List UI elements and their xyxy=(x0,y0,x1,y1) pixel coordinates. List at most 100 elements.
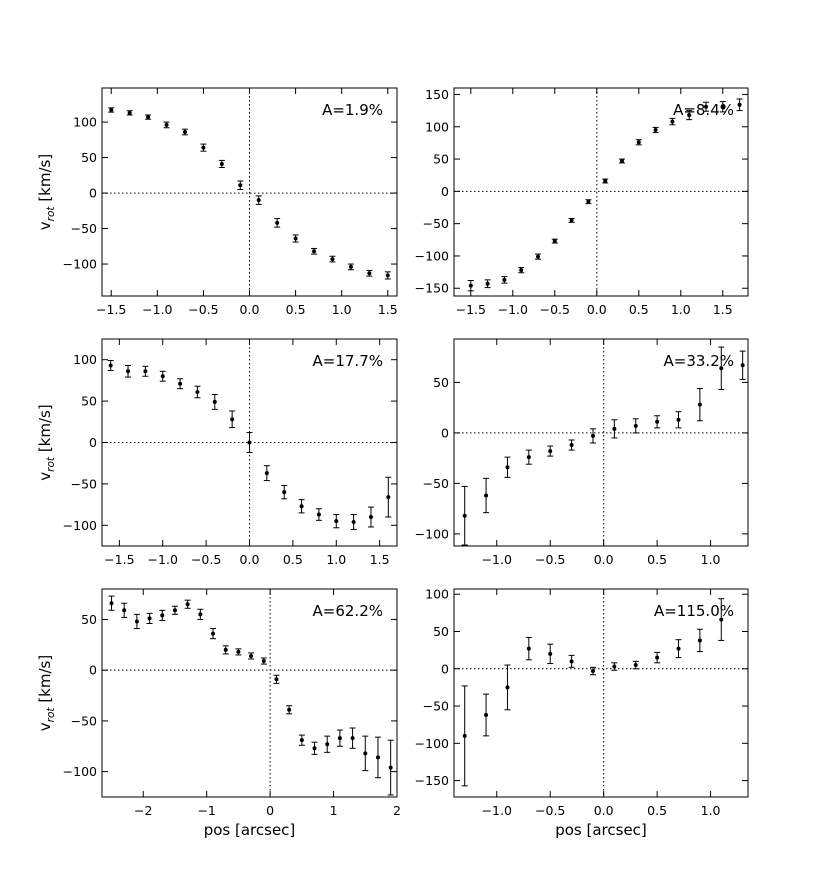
data-point xyxy=(686,110,693,121)
data-marker xyxy=(178,381,183,386)
data-point xyxy=(568,654,575,668)
data-point xyxy=(387,739,394,796)
y-tick-label: −100 xyxy=(63,518,97,533)
data-marker xyxy=(484,493,489,498)
plot-frame xyxy=(101,87,398,297)
data-marker xyxy=(485,281,490,286)
plot-frame xyxy=(453,588,749,798)
data-point xyxy=(362,735,369,772)
data-point xyxy=(632,660,639,670)
data-point xyxy=(281,485,288,500)
data-point xyxy=(229,410,236,429)
data-point xyxy=(246,432,253,453)
y-tick-label: −100 xyxy=(415,736,449,751)
y-tick-label: −50 xyxy=(423,216,449,231)
data-marker xyxy=(676,646,681,651)
data-marker xyxy=(569,659,574,664)
data-marker xyxy=(385,273,390,278)
data-marker xyxy=(316,512,321,517)
data-marker xyxy=(633,423,638,428)
data-point xyxy=(218,159,225,169)
data-marker xyxy=(468,283,473,288)
data-point xyxy=(286,705,293,715)
y-tick-label: 0 xyxy=(441,184,449,199)
data-marker xyxy=(299,738,304,743)
x-tick-label: −1.0 xyxy=(498,302,528,317)
data-point xyxy=(235,648,242,656)
x-tick-label: 0.0 xyxy=(594,552,614,567)
data-point xyxy=(602,178,609,184)
data-point xyxy=(703,101,709,112)
data-marker xyxy=(185,602,190,607)
data-point xyxy=(461,485,468,546)
data-point xyxy=(333,514,340,529)
data-marker xyxy=(334,519,339,524)
plot-frame xyxy=(453,338,749,547)
x-tick-label: −1.0 xyxy=(482,803,512,818)
data-marker xyxy=(172,608,177,613)
y-tick-label: 100 xyxy=(73,352,97,367)
x-tick-label: −1.0 xyxy=(142,302,172,317)
data-point xyxy=(350,514,357,530)
amplitude-annotation: A=17.7% xyxy=(313,352,383,370)
data-marker xyxy=(182,130,187,135)
data-marker xyxy=(388,765,393,770)
x-axis-label: pos [arcsec] xyxy=(555,821,647,839)
plot-frame xyxy=(101,588,398,798)
data-marker xyxy=(697,638,702,643)
data-point xyxy=(274,218,281,228)
data-marker xyxy=(146,115,151,120)
data-marker xyxy=(230,417,235,422)
data-point xyxy=(126,110,133,116)
y-tick-label: 0 xyxy=(441,425,449,440)
y-tick-label: −50 xyxy=(71,221,97,236)
panel-5: −2 −1 0 1 2 −100 −50 0 50 A=62.2% vrot [km/s] pos [… xyxy=(36,588,401,839)
data-marker xyxy=(633,663,638,668)
data-point xyxy=(146,612,153,624)
x-tick-label: −0.5 xyxy=(188,302,218,317)
x-tick-label: 2 xyxy=(393,803,401,818)
data-marker xyxy=(134,619,139,624)
panel-4: −1.0 −0.5 0.0 0.5 1.0 −100 −50 0 50 A=33.2% xyxy=(415,338,749,567)
data-point xyxy=(248,652,255,660)
data-marker xyxy=(160,374,165,379)
x-tick-label: 0.0 xyxy=(240,552,260,567)
amplitude-annotation: A=33.2% xyxy=(664,352,734,370)
data-point xyxy=(525,449,532,465)
data-marker xyxy=(612,664,617,669)
y-tick-label: 150 xyxy=(425,87,449,102)
x-tick-label: 1.5 xyxy=(378,302,398,317)
plot-frame xyxy=(101,338,398,547)
data-marker xyxy=(219,161,224,166)
data-point xyxy=(501,276,508,284)
data-point xyxy=(159,609,166,621)
y-axis-label: vrot [km/s] xyxy=(36,154,57,230)
data-marker xyxy=(282,490,287,495)
x-tick-label: −1.0 xyxy=(482,552,512,567)
data-marker xyxy=(325,742,330,747)
data-point xyxy=(336,729,343,747)
data-marker xyxy=(519,268,524,273)
data-marker xyxy=(670,119,675,124)
x-tick-label: 0.5 xyxy=(629,302,649,317)
data-point xyxy=(568,217,575,223)
data-marker xyxy=(367,271,372,276)
x-tick-label: 0.0 xyxy=(587,302,607,317)
data-point xyxy=(736,98,743,112)
data-marker xyxy=(612,426,617,431)
y-tick-label: −100 xyxy=(63,764,97,779)
x-tick-label: −1 xyxy=(197,803,215,818)
y-tick-label: 0 xyxy=(89,186,97,201)
x-tick-label: 1 xyxy=(330,803,338,818)
data-marker xyxy=(740,363,745,368)
x-tick-label: 0 xyxy=(266,803,274,818)
amplitude-annotation: A=115.0% xyxy=(654,602,734,620)
data-marker xyxy=(526,646,531,651)
data-point xyxy=(108,595,115,611)
data-point xyxy=(366,269,373,277)
x-axis-label: pos [arcsec] xyxy=(204,821,296,839)
y-tick-label: 0 xyxy=(89,435,97,450)
data-point xyxy=(263,465,270,482)
x-tick-label: 1.0 xyxy=(326,552,346,567)
